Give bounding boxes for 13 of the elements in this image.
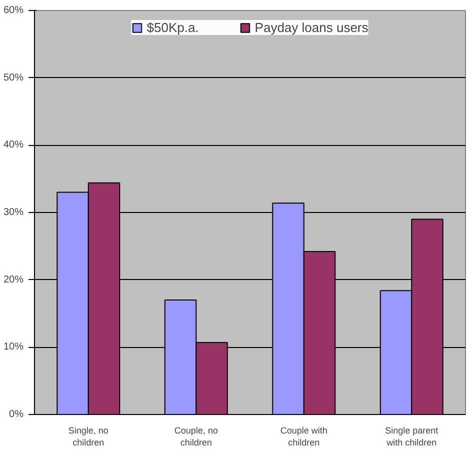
y-tick-label: 0%	[9, 409, 24, 420]
y-tick-label: 40%	[3, 140, 24, 151]
legend-label: $50Kp.a.	[146, 20, 199, 35]
y-tick-label: 50%	[3, 72, 24, 84]
x-tick-label: Couple with children	[280, 426, 328, 448]
y-tick-label: 30%	[3, 207, 24, 218]
y-tick-label: 20%	[3, 274, 24, 286]
y-tick-label: 10%	[3, 342, 24, 353]
legend-label: Payday loans users	[254, 20, 368, 35]
x-tick-label: Couple, no children	[174, 426, 218, 448]
x-tick-label: Single, no children	[68, 426, 108, 448]
y-tick-label: 60%	[3, 5, 24, 16]
x-tick-label: Single parent with children	[385, 426, 439, 448]
